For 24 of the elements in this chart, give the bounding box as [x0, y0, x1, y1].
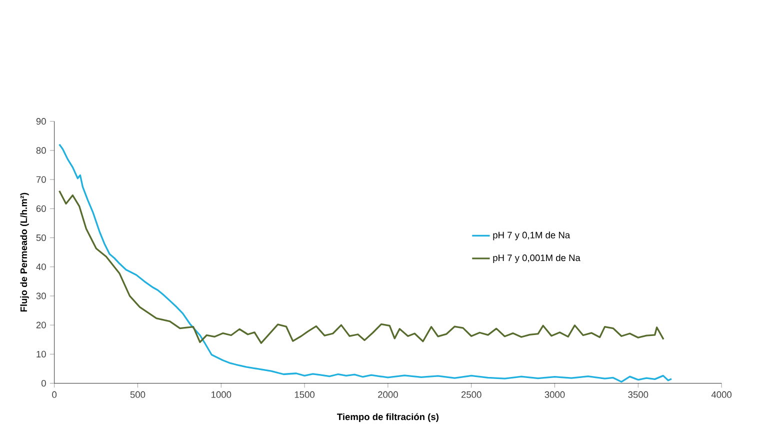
y-tick-label: 90	[36, 118, 46, 125]
y-tick-label: 10	[36, 350, 46, 358]
x-tick-label: 3000	[544, 391, 565, 398]
legend-label: pH 7 y 0,001M de Na	[493, 254, 580, 263]
y-tick-label: 60	[36, 205, 46, 212]
y-tick-label: 30	[36, 292, 46, 300]
x-tick-label: 0	[52, 391, 57, 398]
x-axis-title: Tiempo de filtración (s)	[337, 413, 439, 422]
y-tick-label: 40	[36, 263, 46, 270]
x-tick-label: 4000	[711, 391, 732, 398]
x-tick-label: 1000	[212, 391, 232, 398]
y-tick-label: 70	[36, 176, 46, 183]
x-tick-label: 1500	[294, 391, 315, 398]
x-tick-label: 2000	[378, 391, 398, 398]
line-series	[58, 143, 672, 383]
y-tick-label: 0	[41, 380, 46, 386]
y-tick-label: 20	[36, 322, 46, 328]
y-tick-label: 80	[36, 147, 46, 154]
y-tick-label: 50	[36, 234, 46, 241]
x-tick-label: 2500	[461, 391, 482, 398]
x-tick-label: 3500	[628, 391, 648, 398]
y-axis-title: Flujo de Permeado (L/h.m²)	[20, 192, 29, 312]
legend-label: pH 7 y 0,1M de Na	[493, 231, 570, 240]
x-tick-label: 500	[130, 391, 146, 398]
